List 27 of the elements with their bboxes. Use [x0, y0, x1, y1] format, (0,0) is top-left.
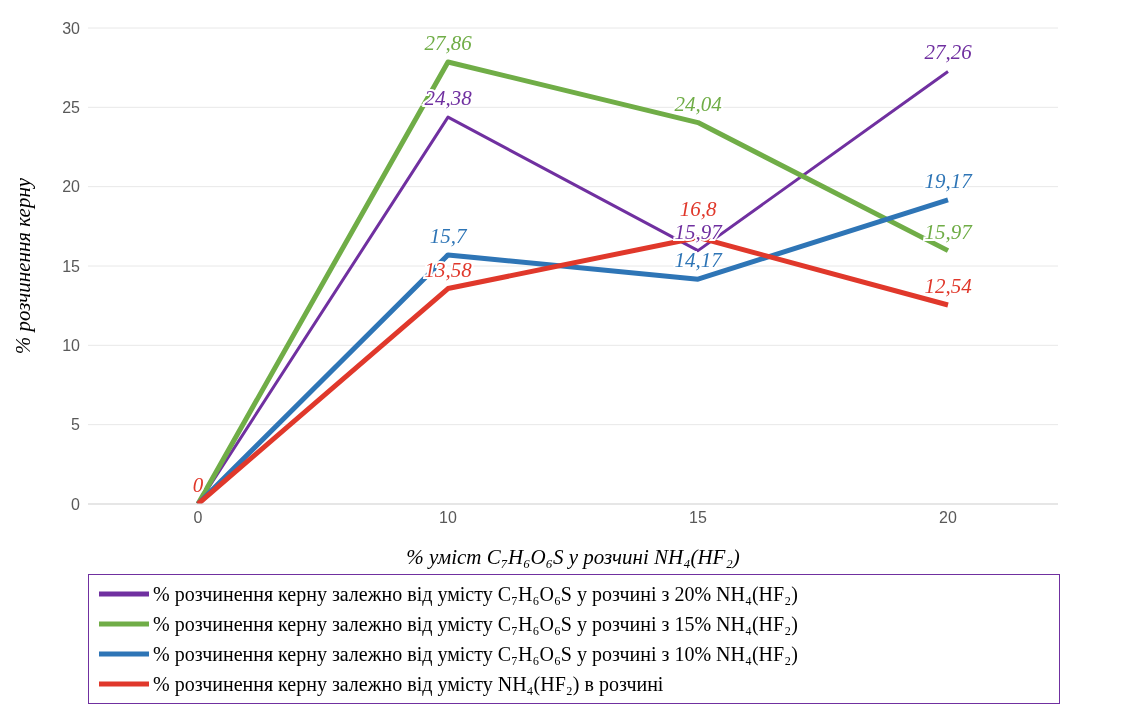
y-tick-label: 10 — [62, 337, 81, 355]
legend-label: % розчинення керну залежно від умісту C₇H₆O₆S у розчині з 10% NH₄(HF₂) — [153, 642, 798, 666]
legend-label: % розчинення керну залежно від умісту C₇H₆O₆S у розчині з 15% NH₄(HF₂) — [153, 612, 798, 636]
data-label: 15,7 — [429, 223, 468, 248]
x-tick-label: 15 — [689, 509, 707, 527]
x-tick-label: 0 — [193, 509, 203, 527]
data-label: 12,54 — [924, 274, 973, 299]
data-label: 16,8 — [679, 196, 717, 221]
y-axis-title: % розчинення керну — [11, 177, 36, 355]
data-label: 0 — [192, 473, 204, 497]
y-tick-label: 5 — [71, 416, 81, 434]
data-label: 27,86 — [424, 30, 473, 55]
x-tick-label: 20 — [939, 509, 957, 527]
legend-label: % розчинення керну залежно від умісту C₇H₆O₆S у розчині з 20% NH₄(HF₂) — [153, 582, 798, 606]
data-label: 14,17 — [674, 248, 724, 273]
y-tick-label: 20 — [62, 178, 81, 196]
legend-label: % розчинення керну залежно від умісту NH₄(HF₂) в розчині — [153, 672, 664, 696]
data-label: 24,04 — [674, 91, 723, 116]
y-tick-label: 25 — [62, 99, 81, 117]
data-label: 27,26 — [924, 40, 973, 65]
y-tick-label: 15 — [62, 257, 81, 275]
data-label: 15,97 — [924, 219, 974, 244]
y-tick-label: 0 — [71, 495, 81, 513]
x-axis-title: % уміст C₇H₆O₆S у розчині NH₄(HF₂) — [406, 545, 740, 569]
x-tick-label: 10 — [439, 509, 457, 527]
y-tick-label: 30 — [62, 19, 81, 37]
data-label: 19,17 — [924, 168, 974, 193]
